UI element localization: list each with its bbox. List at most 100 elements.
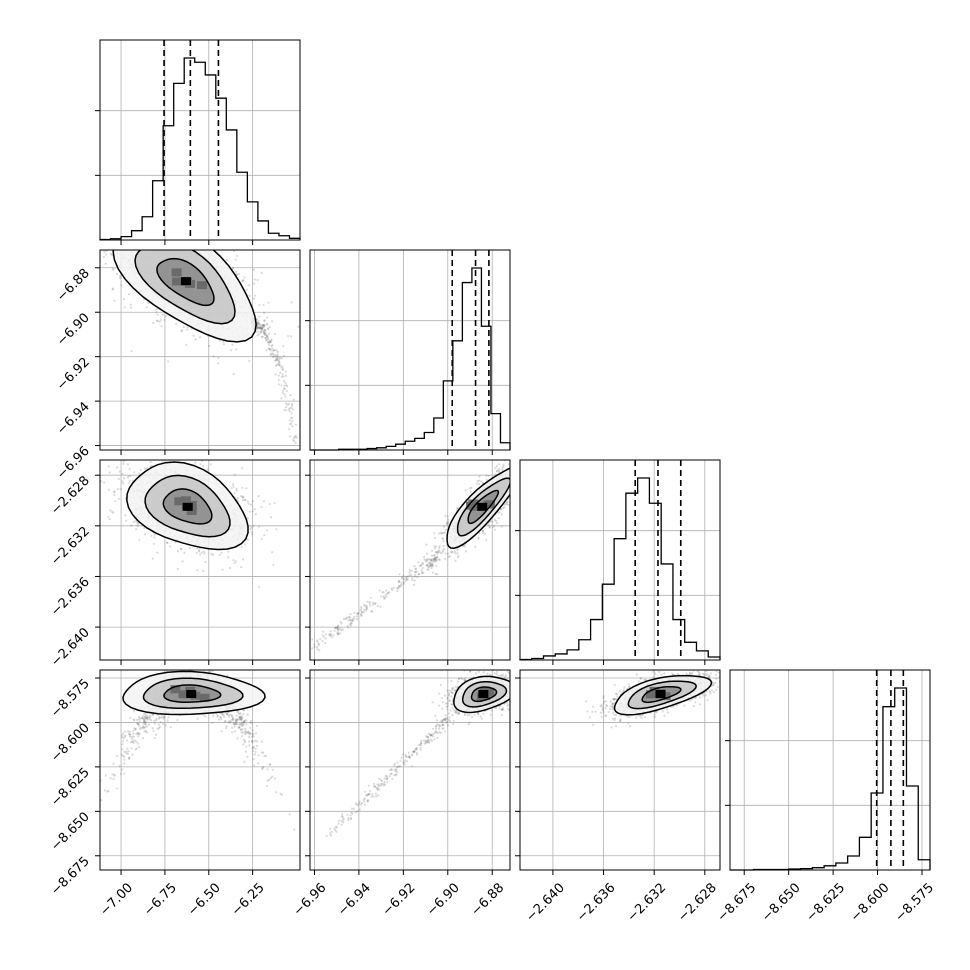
sample-point [346, 616, 349, 619]
sample-point [156, 319, 159, 322]
sample-point [520, 476, 522, 478]
contour-level-1 [126, 461, 249, 551]
sample-point [291, 416, 294, 419]
sample-point [165, 314, 168, 317]
sample-point [218, 339, 222, 342]
sample-point [152, 542, 155, 545]
sample-point [430, 558, 433, 561]
sample-point [256, 321, 259, 324]
sample-point [493, 524, 496, 527]
sample-point [513, 477, 515, 479]
sample-point [338, 632, 342, 635]
sample-point [113, 490, 116, 493]
sample-point [222, 713, 225, 717]
sample-point [499, 508, 503, 511]
sample-point [113, 207, 115, 209]
sample-point [97, 236, 99, 238]
sample-point [515, 464, 517, 466]
sample-point [255, 328, 258, 331]
sample-point [148, 213, 150, 215]
sample-point [166, 237, 168, 239]
sample-point [156, 234, 158, 236]
sample-point [517, 484, 519, 486]
sample-point [438, 532, 441, 535]
panel-inner-1-0 [93, 207, 300, 445]
sample-point [116, 488, 119, 491]
density-peak [477, 502, 488, 511]
sample-point [157, 235, 159, 237]
sample-point [464, 489, 467, 492]
sample-point [519, 457, 521, 459]
sample-point [514, 492, 516, 494]
sample-point [386, 592, 389, 595]
sample-point [336, 632, 339, 636]
sample-point [515, 477, 517, 479]
sample-point [434, 547, 437, 550]
sample-point [442, 539, 445, 543]
sample-point [444, 531, 447, 534]
sample-point [403, 577, 406, 580]
sample-point [272, 563, 275, 567]
sample-point [360, 608, 363, 611]
sample-point [440, 532, 443, 535]
sample-point [410, 570, 413, 573]
sample-point [278, 361, 281, 364]
sample-point [270, 349, 273, 352]
sample-point [260, 271, 263, 274]
sample-point [156, 551, 159, 554]
sample-point [175, 322, 178, 325]
sample-point [260, 326, 263, 330]
sample-point [456, 552, 459, 555]
sample-point [93, 239, 95, 241]
sample-point [289, 423, 292, 426]
sample-point [267, 341, 270, 344]
sample-point [236, 497, 239, 500]
sample-point [366, 600, 369, 604]
sample-point [276, 353, 279, 356]
sample-point [228, 566, 232, 570]
sample-point [135, 528, 138, 531]
sample-point [249, 503, 253, 506]
sample-point [228, 715, 231, 718]
sample-point [102, 213, 104, 215]
sample-point [438, 546, 441, 549]
sample-point [420, 572, 423, 575]
sample-point [517, 502, 519, 504]
sample-point [263, 328, 267, 332]
sample-point [504, 502, 507, 505]
sample-point [153, 533, 156, 537]
sample-point [107, 488, 110, 491]
sample-point [475, 482, 478, 485]
sample-point [380, 595, 383, 598]
sample-point [130, 237, 132, 239]
sample-point [511, 472, 513, 474]
sample-point [356, 615, 359, 618]
sample-point [211, 456, 213, 458]
sample-point [143, 212, 145, 214]
sample-point [132, 735, 135, 738]
sample-point [154, 223, 156, 225]
sample-point [424, 560, 427, 563]
sample-point [513, 474, 515, 476]
sample-point [266, 336, 269, 339]
sample-point [258, 525, 261, 528]
hist-panel-3 [515, 459, 721, 665]
sample-point [494, 467, 497, 470]
sample-point [192, 237, 194, 239]
sample-point [411, 576, 414, 579]
sample-point [513, 481, 515, 483]
sample-point [119, 488, 122, 491]
sample-point [321, 634, 324, 637]
sample-point [169, 725, 172, 729]
sample-point [283, 387, 286, 390]
sample-point [167, 360, 170, 363]
sample-point [133, 471, 136, 474]
sample-point [143, 244, 145, 246]
sample-point [430, 559, 433, 562]
sample-point [199, 463, 202, 466]
sample-point [119, 772, 123, 776]
sample-point [430, 559, 433, 562]
sample-point [215, 242, 217, 244]
sample-point [107, 465, 110, 468]
sample-point [285, 409, 288, 412]
